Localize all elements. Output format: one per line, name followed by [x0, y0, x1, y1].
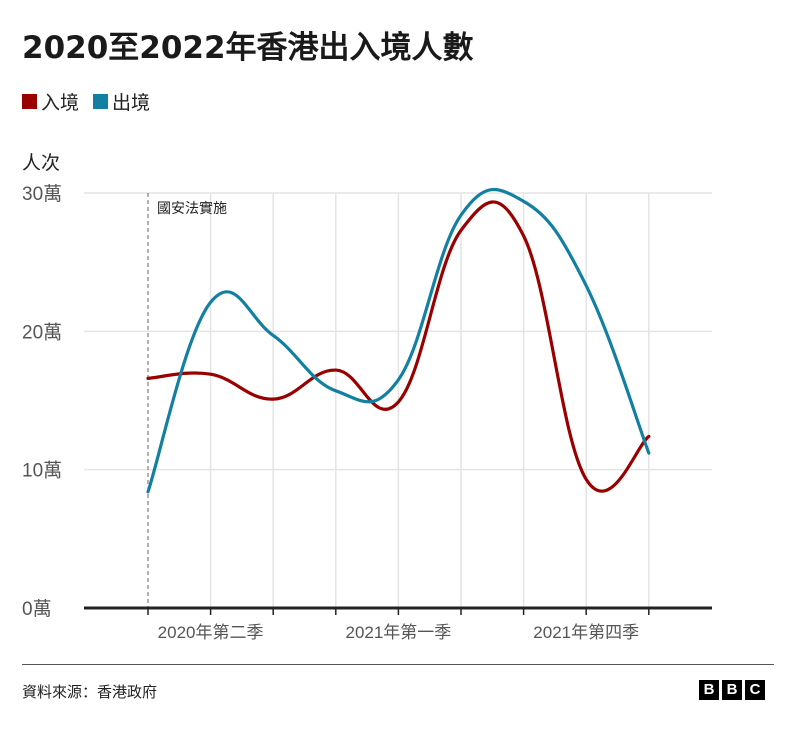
source-note: 資料來源：香港政府 — [22, 683, 158, 701]
bbc-logo-letter: B — [722, 680, 742, 700]
legend-item-series-1: 出境 — [93, 88, 150, 115]
chart-axes: 0萬 10萬 20萬 30萬 2020年第二季 2021年第一季 2021年第四季 — [22, 183, 712, 642]
chart-annotation-layer: 國安法實施 — [147, 193, 227, 608]
annotation-text: 國安法實施 — [157, 200, 227, 217]
bbc-logo: B B C — [699, 680, 765, 700]
legend-item-series-0: 入境 — [22, 88, 79, 115]
legend-label-series-0: 入境 — [41, 92, 80, 114]
y-tick-label: 20萬 — [22, 321, 62, 343]
y-tick-label: 10萬 — [22, 460, 62, 482]
y-tick-label: 30萬 — [22, 183, 62, 205]
legend-swatch-series-0 — [22, 94, 37, 109]
legend-label-series-1: 出境 — [112, 92, 151, 114]
x-tick-label: 2021年第一季 — [345, 623, 451, 642]
bbc-logo-letter: C — [745, 680, 765, 700]
x-tick-label: 2020年第二季 — [158, 623, 264, 642]
y-tick-label: 0萬 — [22, 598, 52, 620]
x-tick-label: 2021年第四季 — [533, 623, 639, 642]
chart-legend: 入境 出境 — [22, 88, 150, 115]
series-line-0 — [146, 200, 651, 493]
chart-lines — [146, 187, 651, 494]
bbc-logo-letter: B — [699, 680, 719, 700]
chart-title: 2020至2022年香港出入境人數 — [22, 30, 474, 66]
y-axis-unit-label: 人次 — [22, 152, 61, 174]
footer-divider — [22, 664, 774, 665]
legend-swatch-series-1 — [93, 94, 109, 109]
series-line-1 — [146, 187, 651, 494]
